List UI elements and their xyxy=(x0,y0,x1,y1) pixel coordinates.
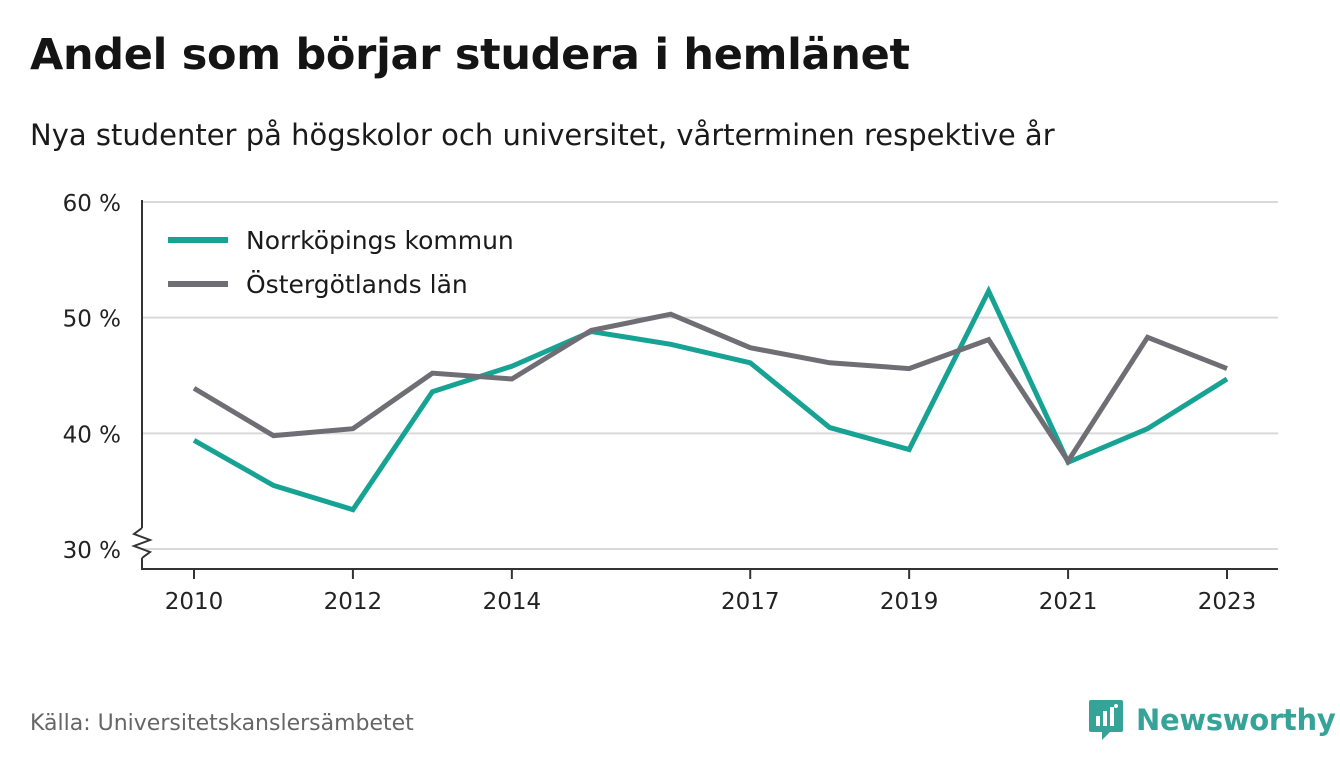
series-line-ostergotland xyxy=(192,311,1228,466)
y-tick-label: 30 % xyxy=(63,538,121,564)
source-note: Källa: Universitetskanslersämbetet xyxy=(30,711,414,736)
x-tick-label: 2014 xyxy=(483,589,542,615)
x-tick-label: 2019 xyxy=(880,589,939,615)
y-tick-label: 40 % xyxy=(63,422,121,448)
brand-logo: Newsworthy xyxy=(1088,697,1336,743)
legend: Norrköpings kommun Östergötlands län xyxy=(168,226,514,299)
x-tick-labels: 2010 2012 2014 2017 2019 2021 2023 xyxy=(165,589,1257,615)
legend-label: Norrköpings kommun xyxy=(246,226,514,255)
axis-break-icon xyxy=(131,527,153,559)
series-line-norrkoping xyxy=(192,285,1229,513)
x-tick-label: 2023 xyxy=(1198,589,1257,615)
line-chart: 30 % 40 % 50 % 60 % 2010 2012 2014 2017 2019 202… xyxy=(63,191,1278,615)
x-tick-label: 2012 xyxy=(324,589,383,615)
chart-subtitle: Nya studenter på högskolor och universit… xyxy=(30,118,1055,152)
y-tick-labels: 30 % 40 % 50 % 60 % xyxy=(63,191,121,564)
legend-label: Östergötlands län xyxy=(246,270,468,299)
newsworthy-logo-icon xyxy=(1089,700,1123,740)
y-tick-label: 60 % xyxy=(63,191,121,217)
y-tick-label: 50 % xyxy=(63,307,121,333)
x-tick-label: 2017 xyxy=(721,589,780,615)
chart-title: Andel som börjar studera i hemlänet xyxy=(30,30,910,80)
x-tick-label: 2010 xyxy=(165,589,224,615)
x-tick-label: 2021 xyxy=(1039,589,1098,615)
brand-name: Newsworthy xyxy=(1136,703,1336,737)
axes xyxy=(131,200,1278,579)
series-lines xyxy=(192,285,1229,513)
